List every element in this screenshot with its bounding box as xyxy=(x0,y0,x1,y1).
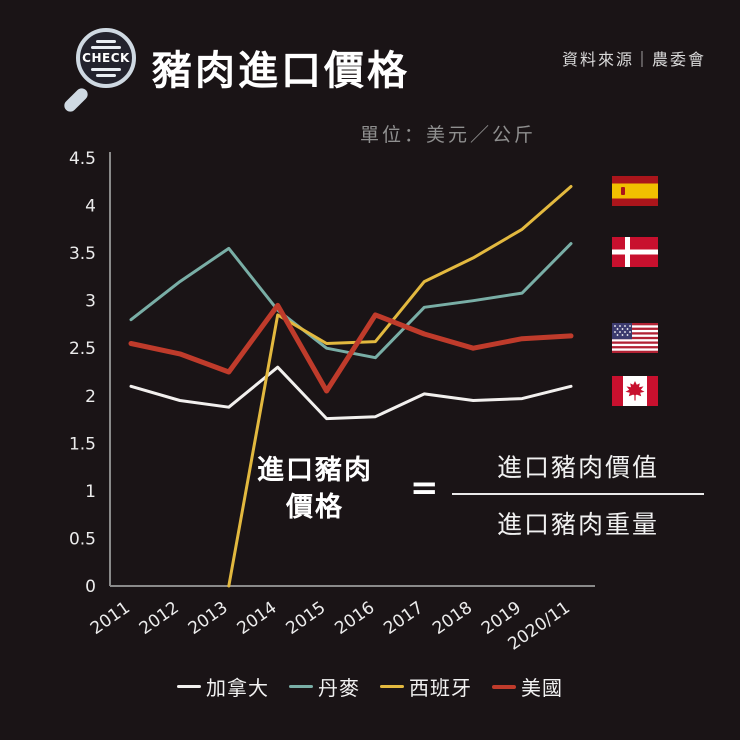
legend-dash-denmark xyxy=(289,685,313,688)
svg-text:2016: 2016 xyxy=(331,598,378,639)
legend-dash-usa xyxy=(492,684,516,689)
svg-text:2014: 2014 xyxy=(234,598,281,639)
pork-import-price-line-chart: 0 0.5 1 1.5 2 2.5 3 3.5 4 4.5 2011 2012 2013 2014 2015… xyxy=(69,149,595,655)
svg-text:2012: 2012 xyxy=(136,598,183,639)
svg-text:4: 4 xyxy=(85,197,96,217)
legend-label-spain: 西班牙 xyxy=(409,676,472,700)
logo-decor-line xyxy=(96,39,116,43)
legend-item-usa: 美國 xyxy=(492,672,563,701)
legend-dash-spain xyxy=(380,685,404,688)
magnifier-lens-icon: CHECK xyxy=(76,28,136,88)
denmark-flag-icon xyxy=(612,237,658,267)
svg-text:2018: 2018 xyxy=(429,598,476,639)
legend-label-usa: 美國 xyxy=(521,676,563,700)
data-source-label: 資料來源｜農委會 xyxy=(561,50,706,69)
page-title: 豬肉進口價格 xyxy=(152,48,410,94)
canada-flag-icon xyxy=(612,376,658,406)
legend-item-denmark: 丹麥 xyxy=(289,672,360,701)
svg-text:0.5: 0.5 xyxy=(69,529,96,549)
svg-text:2: 2 xyxy=(85,387,96,407)
unit-label: 單位：美元／公斤 xyxy=(360,124,537,146)
formula-numerator: 進口豬肉價值 xyxy=(496,453,659,482)
svg-text:2015: 2015 xyxy=(283,598,330,639)
legend-dash-canada xyxy=(177,685,201,688)
usa-flag-icon xyxy=(612,323,658,353)
fraction-bar xyxy=(452,493,704,495)
logo-check-text: CHECK xyxy=(82,51,130,65)
svg-text:1: 1 xyxy=(85,482,96,502)
svg-text:4.5: 4.5 xyxy=(69,149,96,169)
svg-text:2011: 2011 xyxy=(87,598,134,639)
logo-decor-line xyxy=(91,67,121,71)
logo-decor-line xyxy=(91,45,121,49)
legend-item-canada: 加拿大 xyxy=(177,672,269,701)
formula-denominator: 進口豬肉重量 xyxy=(496,510,659,539)
check-magnifier-logo: CHECK xyxy=(60,24,152,120)
svg-text:3.5: 3.5 xyxy=(69,244,96,264)
formula-fraction: 進口豬肉價值 進口豬肉重量 xyxy=(452,448,704,541)
formula-lhs: 進口豬肉 價格 xyxy=(240,452,390,526)
svg-text:2.5: 2.5 xyxy=(69,339,96,359)
chart-legend: 加拿大 丹麥 西班牙 美國 xyxy=(0,672,740,701)
formula-equals-sign: = xyxy=(410,468,439,508)
legend-item-spain: 西班牙 xyxy=(380,672,472,701)
svg-text:2017: 2017 xyxy=(380,598,427,639)
legend-label-denmark: 丹麥 xyxy=(318,676,360,700)
svg-text:1.5: 1.5 xyxy=(69,434,96,454)
svg-text:2013: 2013 xyxy=(185,598,232,639)
formula-lhs-line2: 價格 xyxy=(286,492,344,523)
spain-flag-icon xyxy=(612,176,658,206)
magnifier-handle-icon xyxy=(61,85,91,115)
formula-lhs-line1: 進口豬肉 xyxy=(257,455,373,486)
svg-text:0: 0 xyxy=(85,577,96,597)
logo-decor-line xyxy=(96,73,116,77)
svg-text:3: 3 xyxy=(85,292,96,312)
legend-label-canada: 加拿大 xyxy=(206,676,269,700)
